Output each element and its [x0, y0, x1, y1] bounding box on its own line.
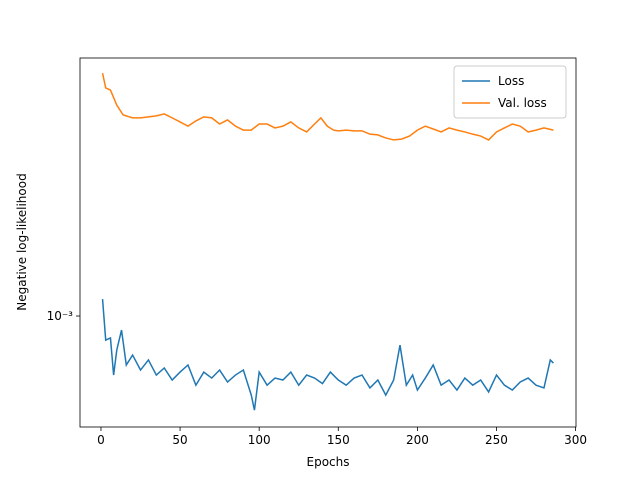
line-series: [101, 298, 554, 411]
line-series: [101, 72, 554, 141]
x-tick-label: 250: [485, 433, 508, 447]
x-tick-label: 300: [564, 433, 587, 447]
y-axis-label: Negative log-likelihood: [15, 173, 29, 310]
legend-label: Loss: [498, 74, 524, 88]
legend-label: Val. loss: [498, 96, 547, 110]
x-tick-label: 100: [248, 433, 271, 447]
x-tick-label: 150: [327, 433, 350, 447]
x-tick-label: 50: [172, 433, 187, 447]
legend-box: [453, 65, 567, 119]
y-tick-label: 10⁻³: [47, 309, 74, 323]
x-axis-label: Epochs: [307, 455, 350, 469]
x-tick-label: 200: [406, 433, 429, 447]
plot-frame: [79, 57, 577, 428]
x-tick-label: 0: [97, 433, 105, 447]
